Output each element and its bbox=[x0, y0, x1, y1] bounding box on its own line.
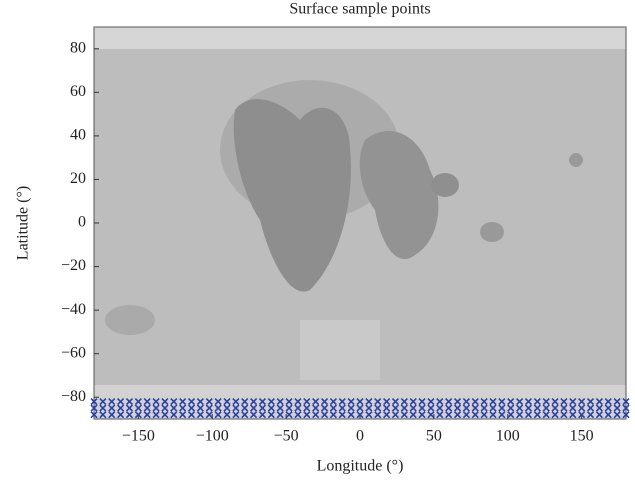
x-tick-label: −50 bbox=[274, 428, 299, 445]
x-axis-label: Longitude (°) bbox=[317, 458, 404, 475]
y-tick-label: −60 bbox=[61, 344, 86, 361]
y-tick-label: −80 bbox=[61, 388, 86, 405]
chart-title: Surface sample points bbox=[289, 1, 430, 18]
y-tick-label: −20 bbox=[61, 257, 86, 274]
y-tick-label: 80 bbox=[70, 39, 86, 56]
page: Surface sample points Longitude (°) Lati… bbox=[0, 0, 635, 485]
x-tick-label: 150 bbox=[570, 428, 594, 445]
x-tick-label: −100 bbox=[196, 428, 229, 445]
y-tick-label: 0 bbox=[78, 214, 86, 231]
x-tick-label: 100 bbox=[496, 428, 520, 445]
y-tick-label: −40 bbox=[61, 301, 86, 318]
y-axis-label: Latitude (°) bbox=[15, 186, 32, 260]
y-tick-label: 60 bbox=[70, 83, 86, 100]
x-tick-label: 50 bbox=[426, 428, 442, 445]
y-tick-label: 20 bbox=[70, 170, 86, 187]
chart: Surface sample points Longitude (°) Lati… bbox=[0, 0, 635, 485]
x-tick-label: 0 bbox=[356, 428, 364, 445]
x-tick-label: −150 bbox=[122, 428, 155, 445]
map-background bbox=[94, 27, 626, 419]
y-tick-label: 40 bbox=[70, 127, 86, 144]
